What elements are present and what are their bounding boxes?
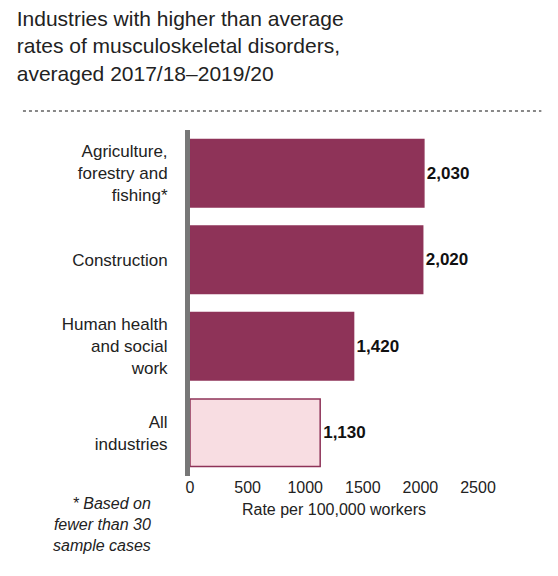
svg-text:Rate per 100,000 workers: Rate per 100,000 workers <box>242 501 426 518</box>
svg-text:* Based onfewer than 30sample: * Based onfewer than 30sample cases <box>53 495 151 554</box>
svg-text:1,420: 1,420 <box>357 337 400 356</box>
svg-text:500: 500 <box>234 479 261 496</box>
svg-text:2,030: 2,030 <box>427 164 470 183</box>
svg-text:Human healthand socialwork: Human healthand socialwork <box>62 315 168 378</box>
svg-text:Industries with higher than av: Industries with higher than averagerates… <box>17 7 344 85</box>
svg-text:1000: 1000 <box>287 479 323 496</box>
svg-text:Agriculture,forestry andfishin: Agriculture,forestry andfishing* <box>78 142 168 205</box>
svg-text:Allindustries: Allindustries <box>95 413 168 454</box>
svg-text:2,020: 2,020 <box>426 250 469 269</box>
svg-text:0: 0 <box>186 479 195 496</box>
svg-text:1500: 1500 <box>345 479 381 496</box>
svg-text:1,130: 1,130 <box>323 423 366 442</box>
svg-text:Construction: Construction <box>72 251 167 270</box>
svg-text:2000: 2000 <box>403 479 439 496</box>
svg-text:2500: 2500 <box>460 479 496 496</box>
